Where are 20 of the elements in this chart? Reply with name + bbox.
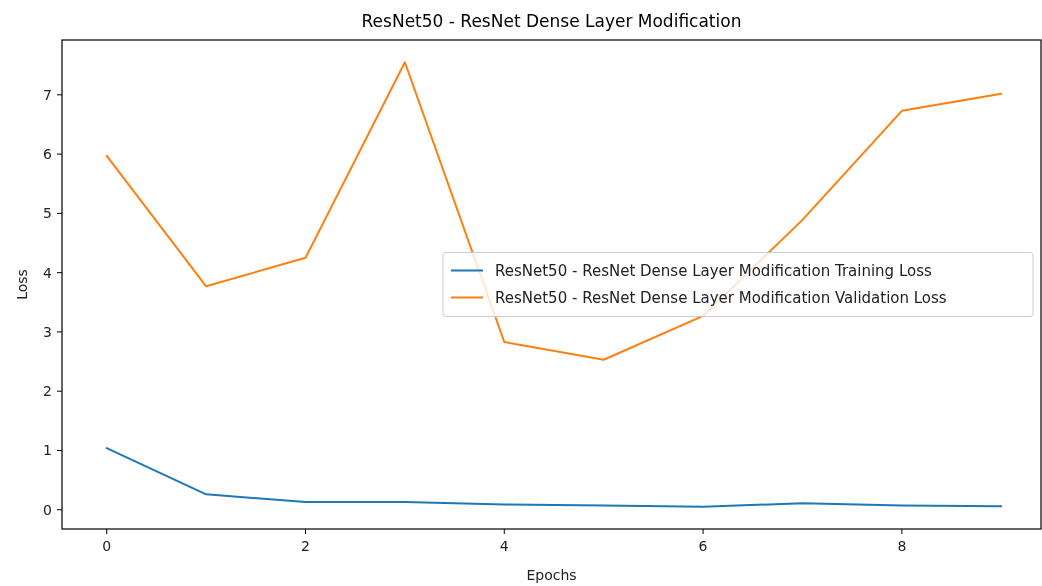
- y-tick-label: 0: [43, 501, 52, 518]
- line-series: [105, 61, 1003, 361]
- x-tick-label: 2: [301, 538, 310, 554]
- y-tick-label: 5: [43, 205, 52, 222]
- x-tick-label: 0: [102, 538, 112, 554]
- y-tick-label: 1: [43, 442, 52, 459]
- y-tick-label: 6: [43, 146, 53, 163]
- x-axis-title: Epochs: [526, 567, 577, 583]
- legend-label: ResNet50 - ResNet Dense Layer Modification Training Loss: [495, 261, 932, 280]
- line-series: [105, 447, 1003, 508]
- x-tick-label: 8: [897, 538, 907, 554]
- y-tick-label: 4: [43, 264, 53, 281]
- y-axis-title: Loss: [14, 269, 30, 300]
- y-tick-label: 7: [43, 86, 52, 103]
- x-tick-label: 6: [698, 538, 708, 554]
- chart-title: ResNet50 - ResNet Dense Layer Modification: [361, 11, 742, 31]
- legend-label: ResNet50 - ResNet Dense Layer Modification Validation Loss: [495, 288, 947, 307]
- y-tick-label: 2: [43, 383, 52, 400]
- x-tick-label: 4: [499, 538, 509, 554]
- y-tick-label: 3: [43, 323, 52, 340]
